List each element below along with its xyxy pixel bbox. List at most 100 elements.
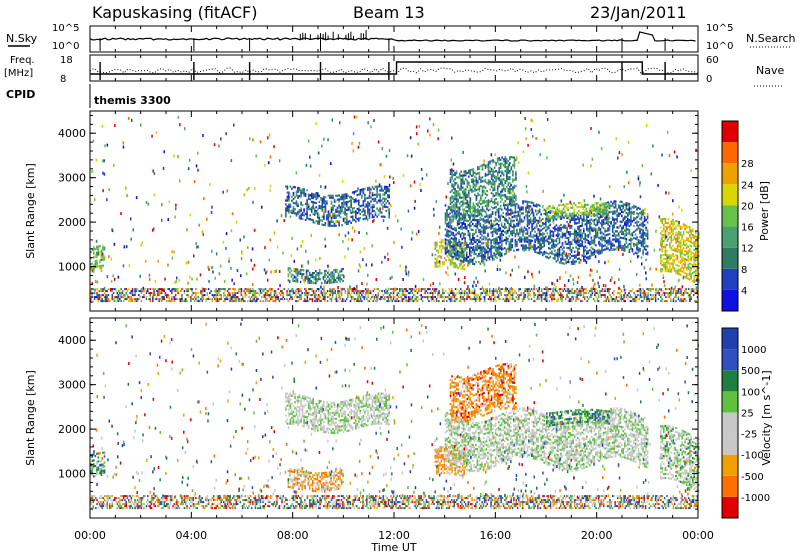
echo-cell [698, 278, 700, 282]
echo-cell [693, 278, 695, 281]
echo-cell [510, 210, 512, 213]
echo-cell [330, 210, 333, 213]
echo-cell [301, 269, 303, 272]
echo-cell [549, 217, 551, 220]
echo-cell [508, 223, 511, 226]
echo-cell [545, 217, 547, 220]
echo-cell [517, 210, 520, 213]
echo-cell [642, 237, 644, 240]
echo-cell [509, 198, 511, 201]
echo-cell [453, 254, 456, 257]
echo-cell [469, 248, 471, 251]
echo-cell [590, 246, 593, 249]
echo-cell [583, 251, 585, 255]
echo-cell [572, 216, 574, 219]
clutter-cell [445, 296, 448, 299]
echo-cell [480, 176, 482, 180]
clutter-cell [228, 288, 230, 291]
echo-cell [451, 209, 453, 212]
echo-cell [605, 221, 608, 225]
clutter-cell [197, 300, 200, 303]
echo-cell [634, 217, 637, 220]
echo-cell [512, 170, 514, 173]
echo-cell [622, 211, 625, 214]
echo-cell [490, 159, 493, 162]
echo-cell [100, 264, 103, 267]
echo-cell [570, 214, 572, 217]
echo-cell [558, 233, 561, 236]
clutter-cell [466, 296, 468, 299]
echo-cell [472, 182, 475, 185]
echo-cell [324, 269, 326, 273]
echo-cell [325, 277, 328, 280]
clutter-cell [337, 288, 339, 291]
echo-cell [342, 195, 345, 198]
clutter-cell [272, 296, 274, 299]
clutter-cell [280, 298, 282, 301]
echo-cell [595, 232, 597, 235]
echo-cell [582, 207, 585, 210]
echo-cell [643, 218, 646, 221]
echo-cell [507, 219, 509, 222]
clutter-cell [157, 290, 159, 293]
echo-cell [491, 232, 494, 236]
echo-cell [469, 215, 472, 218]
echo-cell [496, 187, 499, 190]
clutter-cell [229, 298, 231, 301]
clutter-cell [145, 296, 148, 299]
echo-cell [546, 240, 549, 243]
clutter-cell [373, 288, 376, 291]
echo-cell [294, 202, 296, 205]
clutter-cell [325, 292, 328, 295]
echo-cell [508, 241, 511, 244]
clutter-cell [287, 294, 290, 297]
clutter-cell [202, 290, 205, 293]
echo-cell [463, 190, 465, 193]
echo-cell [573, 230, 576, 233]
clutter-cell [253, 290, 255, 293]
echo-cell [535, 239, 538, 242]
echo-cell [318, 194, 321, 197]
echo-cell [516, 240, 518, 244]
echo-cell [471, 180, 473, 183]
clutter-cell [200, 292, 202, 295]
clutter-cell [195, 298, 197, 301]
echo-cell [515, 184, 517, 188]
echo-cell [678, 243, 680, 246]
echo-cell [496, 157, 499, 160]
echo-cell [306, 203, 308, 206]
clutter-cell [416, 292, 419, 295]
echo-cell [460, 267, 462, 270]
echo-cell [588, 207, 591, 210]
clutter-cell [214, 298, 216, 301]
echo-cell [487, 205, 490, 208]
echo-cell [554, 225, 556, 228]
echo-cell [557, 230, 559, 234]
clutter-cell [231, 294, 234, 297]
echo-cell [463, 170, 465, 173]
echo-cell [327, 275, 329, 278]
echo-cell [562, 211, 565, 214]
echo-cell [452, 169, 455, 172]
clutter-cell [324, 292, 326, 295]
echo-cell [587, 213, 589, 216]
echo-cell [341, 198, 343, 201]
echo-cell [318, 218, 321, 221]
echo-cell [304, 202, 307, 205]
clutter-cell [295, 290, 297, 293]
clutter-cell [311, 290, 314, 293]
echo-cell [526, 230, 529, 233]
clutter-cell [119, 298, 121, 301]
echo-cell [577, 213, 580, 217]
echo-cell [483, 191, 485, 194]
clutter-cell [107, 298, 110, 301]
echo-cell [597, 208, 600, 211]
echo-cell [462, 254, 465, 257]
echo-cell [444, 234, 447, 237]
echo-cell [676, 272, 679, 275]
echo-cell [484, 186, 487, 189]
echo-cell [94, 266, 97, 269]
echo-cell [484, 255, 486, 258]
clutter-cell [329, 290, 331, 293]
echo-cell [306, 211, 308, 214]
